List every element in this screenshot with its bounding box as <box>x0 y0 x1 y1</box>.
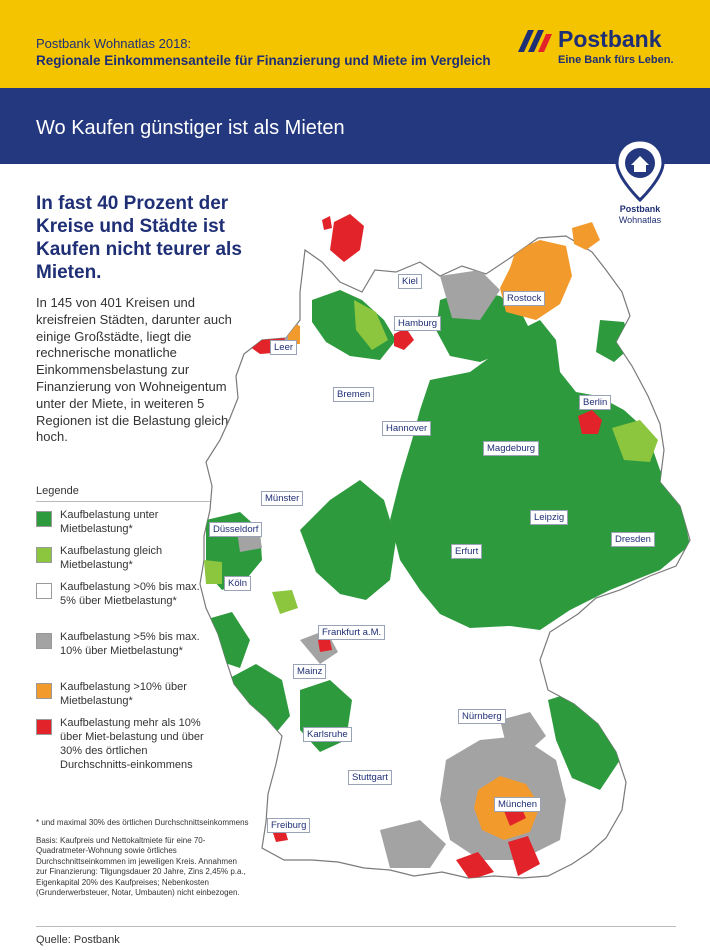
legend-swatch <box>36 547 52 563</box>
region-koeln-lightgreen <box>204 560 222 584</box>
city-label: Hamburg <box>394 316 442 331</box>
region-hessen-green <box>300 480 396 600</box>
region-alps-grey <box>380 820 446 868</box>
footnote: * und maximal 30% des örtlichen Durchsch… <box>36 818 249 827</box>
island-ruegen-orange <box>572 222 600 250</box>
city-label: Erfurt <box>451 544 483 559</box>
city-label: Rostock <box>503 291 546 306</box>
title-band: Wo Kaufen günstiger ist als Mieten <box>0 88 710 164</box>
region-elbe-lightgreen <box>354 300 388 350</box>
postbank-wings-icon <box>518 30 552 52</box>
legend-label: Kaufbelastung >5% bis max. 10% über Miet… <box>60 631 200 657</box>
body-text: In 145 von 401 Kreisen und kreisfreien S… <box>36 295 232 445</box>
region-hamburg-red <box>394 328 414 350</box>
island-sylt-red <box>330 214 364 262</box>
city-label: Berlin <box>579 395 612 410</box>
city-label: Leer <box>270 340 298 355</box>
city-label: München <box>494 797 542 812</box>
region-nuernberg-grey <box>500 712 546 752</box>
region-nrw-lightgreen <box>272 590 298 614</box>
house-pin-icon <box>615 138 665 203</box>
legend-label: Kaufbelastung mehr als 10% über Miet-bel… <box>60 717 204 771</box>
city-label: Stuttgart <box>348 770 392 785</box>
pin-label-1: Postbank <box>619 204 661 214</box>
pin-label-2: Wohnatlas <box>618 215 662 225</box>
city-label: Freiburg <box>267 818 311 833</box>
city-label: Düsseldorf <box>209 522 263 537</box>
logo-slogan: Eine Bank fürs Leben. <box>558 54 674 66</box>
legend-title: Legende <box>36 485 79 497</box>
legend-divider <box>36 501 220 502</box>
city-label: Münster <box>261 491 304 506</box>
source-text: Quelle: Postbank <box>36 934 120 946</box>
header-line-1: Postbank Wohnatlas 2018: <box>36 36 192 51</box>
page-title: Wo Kaufen günstiger ist als Mieten <box>36 117 345 139</box>
legend-swatch <box>36 583 52 599</box>
city-label: Kiel <box>398 274 422 289</box>
legend-label: Kaufbelastung unter Mietbelastung* <box>60 509 159 535</box>
logo-name: Postbank <box>558 26 662 52</box>
city-label: Dresden <box>611 532 655 547</box>
city-label: Magdeburg <box>483 441 540 456</box>
city-label: Karlsruhe <box>303 727 352 742</box>
region-berlin-red <box>578 410 602 434</box>
city-label: Hannover <box>382 421 432 436</box>
legend-label: Kaufbelastung gleich Mietbelastung* <box>60 545 163 571</box>
city-label: Nürnberg <box>458 709 506 724</box>
region-schleswig-grey <box>440 270 500 320</box>
region-frankfurt-red <box>318 640 332 652</box>
postbank-logo: Postbank Eine Bank fürs Leben. <box>514 26 684 76</box>
city-label: Köln <box>224 576 252 591</box>
legend-label: Kaufbelastung >10% über Mietbelastung* <box>60 681 187 707</box>
legend-swatch <box>36 511 52 527</box>
city-label: Frankfurt a.M. <box>318 625 386 640</box>
legend-swatch <box>36 719 52 735</box>
bottom-divider <box>36 926 676 927</box>
wohnatlas-pin: Postbank Wohnatlas <box>612 138 668 225</box>
headline: In fast 40 Prozent der Kreise und Städte… <box>36 193 242 283</box>
region-southbav-red <box>456 852 494 878</box>
city-label: Bremen <box>333 387 375 402</box>
legend-label: Kaufbelastung >0% bis max. 5% über Mietb… <box>60 581 200 607</box>
region-southeast-red <box>508 836 540 876</box>
island-small-red <box>322 216 332 230</box>
basis-text: Basis: Kaufpreis und Nettokaltmiete für … <box>36 836 246 898</box>
region-brandenburg-lightgreen <box>612 420 658 462</box>
legend-swatch <box>36 633 52 649</box>
city-label: Mainz <box>293 664 327 679</box>
header-line-2: Regionale Einkommensanteile für Finanzie… <box>36 53 491 68</box>
header-bar: Postbank Wohnatlas 2018: Regionale Einko… <box>0 0 710 88</box>
legend-swatch <box>36 683 52 699</box>
city-label: Leipzig <box>530 510 569 525</box>
